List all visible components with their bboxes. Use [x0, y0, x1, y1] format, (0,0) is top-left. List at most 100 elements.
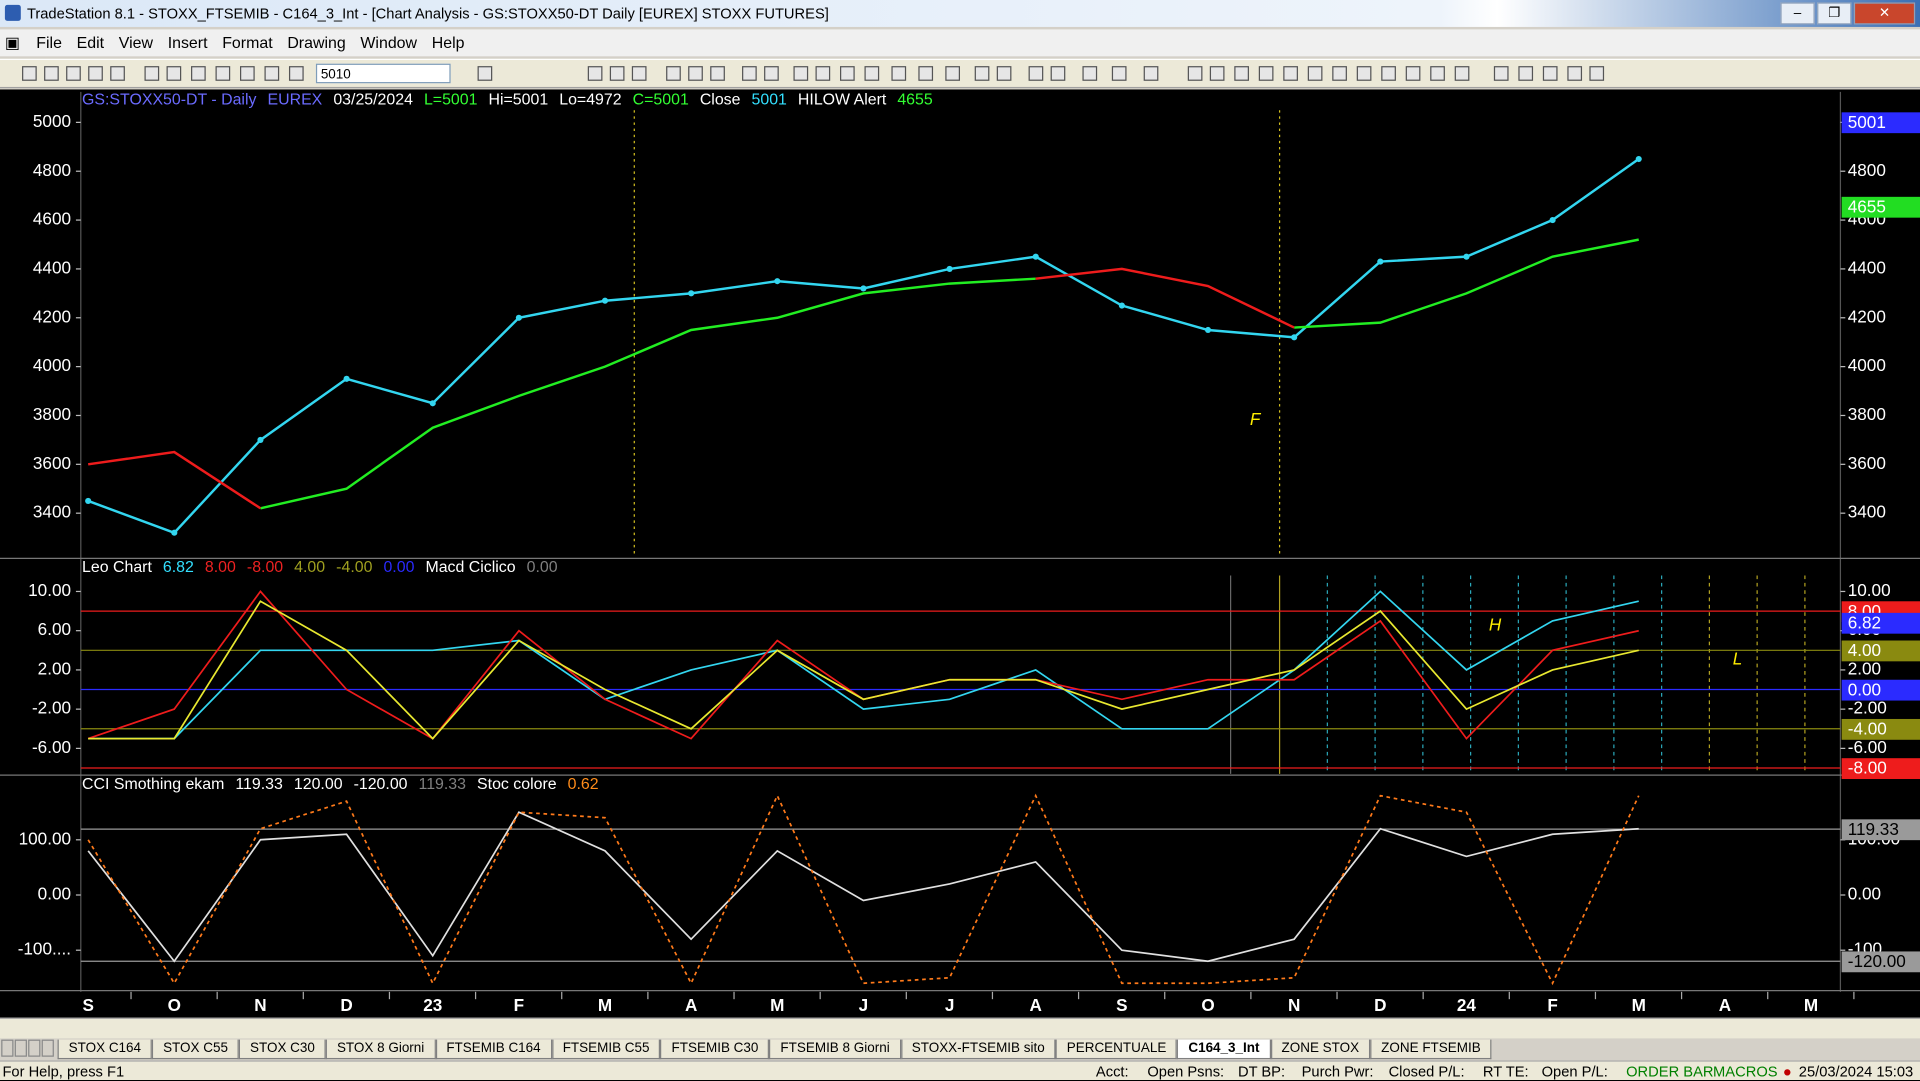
y-tick-label: 4000	[33, 355, 71, 375]
toolbar-button[interactable]	[1258, 66, 1274, 81]
y-tick-label: 4400	[33, 257, 71, 277]
toolbar-button[interactable]	[1332, 66, 1347, 81]
toolbar-button[interactable]	[1356, 66, 1372, 81]
toolbar-button[interactable]	[1381, 66, 1396, 81]
toolbar-button[interactable]	[1187, 66, 1203, 81]
toolbar-button[interactable]	[1518, 66, 1534, 81]
sheet-tab[interactable]: FTSEMIB C30	[660, 1039, 770, 1060]
toolbar-button[interactable]	[288, 66, 304, 81]
toolbar-button[interactable]	[1143, 66, 1159, 81]
sheet-tab[interactable]: ZONE STOX	[1270, 1039, 1371, 1060]
menu-item[interactable]: Insert	[167, 33, 208, 52]
toolbar-button[interactable]	[710, 66, 725, 81]
menu-item[interactable]: File	[36, 33, 62, 52]
toolbar-button[interactable]	[1567, 66, 1583, 81]
toolbar-button[interactable]	[88, 66, 103, 81]
toolbar-button[interactable]	[166, 66, 182, 81]
toolbar-button[interactable]	[191, 66, 206, 81]
toolbar-button[interactable]	[793, 66, 809, 81]
minimize-button[interactable]: –	[1780, 2, 1815, 25]
toolbar-button[interactable]	[1111, 66, 1127, 81]
toolbar-button[interactable]	[840, 66, 855, 81]
toolbar-button[interactable]	[66, 66, 81, 81]
order-bar[interactable]: ORDER BAR	[1626, 1062, 1714, 1081]
toolbar-button[interactable]	[609, 66, 625, 81]
toolbar-button[interactable]	[996, 66, 1012, 81]
menu-item[interactable]: Drawing	[287, 33, 346, 52]
x-tick-label: S	[1116, 995, 1127, 1015]
toolbar-button[interactable]	[764, 66, 779, 81]
toolbar-button[interactable]	[974, 66, 990, 81]
sheet-tab[interactable]: FTSEMIB C164	[435, 1039, 552, 1060]
toolbar-button[interactable]	[1234, 66, 1249, 81]
header-item: Leo Chart	[82, 559, 152, 576]
x-tick-label: F	[1547, 995, 1557, 1015]
toolbar-button[interactable]	[1493, 66, 1509, 81]
panel: -6.00-6.00-2.00-2.002.002.006.006.0010.0…	[28, 559, 1920, 780]
price-marker-label: 119.33	[1848, 819, 1899, 839]
series-line	[260, 277, 1036, 510]
toolbar-button[interactable]	[264, 66, 280, 81]
toolbar-button[interactable]	[815, 66, 831, 81]
toolbar-button[interactable]	[22, 66, 37, 81]
tab-nav[interactable]	[1, 1039, 14, 1057]
toolbar-button[interactable]	[1050, 66, 1066, 81]
menu-item[interactable]: Help	[431, 33, 465, 52]
symbol-input[interactable]: 5010	[315, 63, 451, 84]
toolbar-button[interactable]	[918, 66, 934, 81]
toolbar-button[interactable]	[1405, 66, 1421, 81]
window-title: TradeStation 8.1 - STOXX_FTSEMIB - C164_…	[26, 4, 829, 23]
sheet-tab[interactable]: C164_3_Int	[1177, 1039, 1271, 1060]
toolbar-button[interactable]	[1307, 66, 1323, 81]
sheet-tab[interactable]: STOXX-FTSEMIB sito	[900, 1039, 1056, 1060]
header-item: 5001	[752, 92, 788, 109]
sheet-tab[interactable]: PERCENTUALE	[1055, 1039, 1178, 1060]
menu-item[interactable]: Format	[222, 33, 273, 52]
toolbar-button[interactable]	[864, 66, 880, 81]
toolbar-button[interactable]	[631, 66, 647, 81]
sheet-tab[interactable]: STOX C30	[238, 1039, 326, 1060]
toolbar-button[interactable]	[44, 66, 59, 81]
toolbar-button[interactable]	[240, 66, 255, 81]
toolbar-button[interactable]	[587, 66, 603, 81]
header-item: 120.00	[294, 776, 343, 793]
title-bar: TradeStation 8.1 - STOXX_FTSEMIB - C164_…	[0, 0, 1920, 27]
toolbar-button[interactable]	[742, 66, 757, 81]
toolbar-button[interactable]	[1589, 66, 1605, 81]
sheet-tab[interactable]: STOX 8 Giorni	[325, 1039, 436, 1060]
toolbar-button[interactable]	[144, 66, 160, 81]
toolbar-button[interactable]	[1283, 66, 1298, 81]
sheet-tab[interactable]: STOX C55	[152, 1039, 239, 1060]
sheet-tab[interactable]: STOX C164	[57, 1039, 153, 1060]
menu-item[interactable]: Edit	[76, 33, 105, 52]
toolbar-button[interactable]	[1542, 66, 1558, 81]
tab-nav[interactable]	[41, 1039, 54, 1057]
close-button[interactable]: ✕	[1853, 2, 1916, 25]
toolbar-button[interactable]	[1028, 66, 1044, 81]
toolbar-button[interactable]	[688, 66, 703, 81]
toolbar-button[interactable]	[215, 66, 231, 81]
toolbar-button[interactable]	[1454, 66, 1470, 81]
toolbar-button[interactable]	[1430, 66, 1445, 81]
annotation: H	[1489, 614, 1502, 634]
toolbar-button[interactable]	[1082, 66, 1098, 81]
sheet-tab[interactable]: FTSEMIB C55	[551, 1039, 661, 1060]
y-tick-label: 100.00	[19, 828, 71, 848]
price-marker	[1841, 112, 1920, 134]
maximize-button[interactable]: ❐	[1817, 2, 1852, 25]
horizontal-scrollbar[interactable]	[0, 1017, 1920, 1039]
tab-nav[interactable]	[14, 1039, 27, 1057]
menu-item[interactable]: View	[118, 33, 154, 52]
toolbar-button[interactable]	[891, 66, 907, 81]
menu-item[interactable]: Window	[360, 33, 418, 52]
tab-nav[interactable]	[28, 1039, 41, 1057]
toolbar-button[interactable]	[477, 66, 493, 81]
sheet-tab[interactable]: ZONE FTSEMIB	[1370, 1039, 1492, 1060]
toolbar-button[interactable]	[666, 66, 681, 81]
sheet-tab[interactable]: FTSEMIB 8 Giorni	[769, 1039, 901, 1060]
toolbar-button[interactable]	[110, 66, 125, 81]
toolbar-button[interactable]	[945, 66, 961, 81]
toolbar-button[interactable]	[1209, 66, 1225, 81]
header-item: -4.00	[336, 559, 372, 576]
macros[interactable]: MACROS	[1713, 1062, 1778, 1081]
